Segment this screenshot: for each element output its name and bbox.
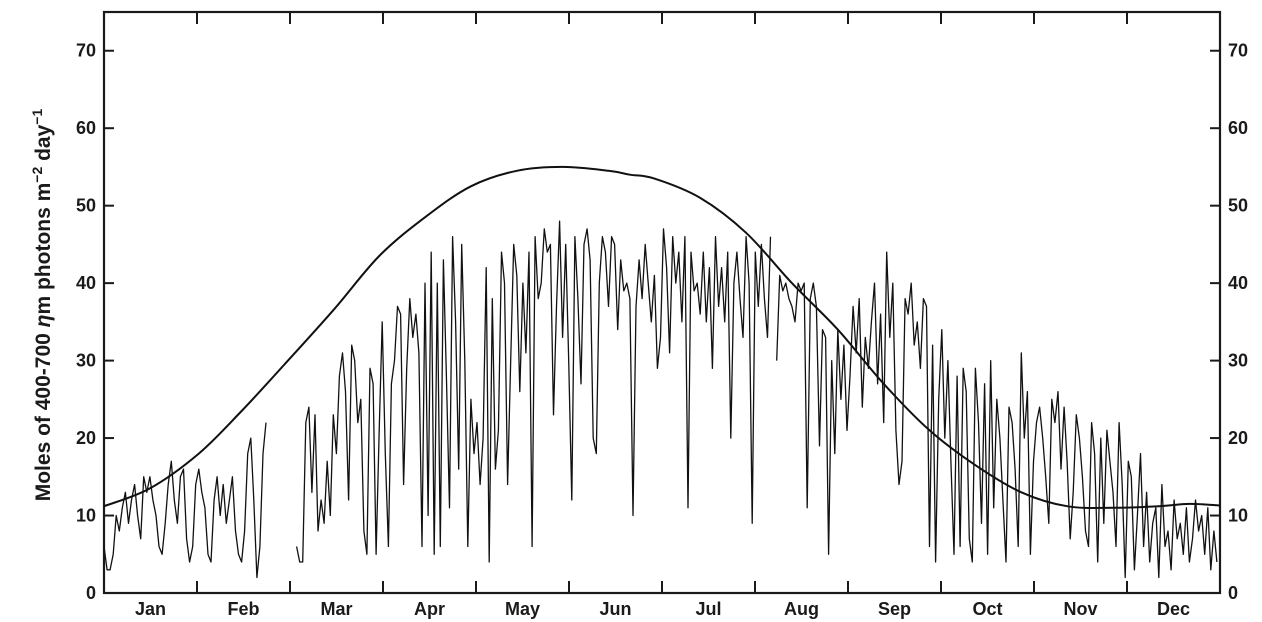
series-layer [103,165,1221,579]
daily-series-line-segment-2 [295,220,772,563]
y-axis-title-sup1: −2 [29,167,45,183]
x-tick-label-feb: Feb [227,599,259,619]
y-axis-title-prefix: Moles of 400-700 [32,327,55,501]
y-tick-label-right: 30 [1228,351,1248,371]
x-tick-label-mar: Mar [320,599,352,619]
x-tick-label-jul: Jul [695,599,721,619]
y-axis-title-sup2: −1 [29,109,45,125]
y-tick-label-left: 10 [76,506,96,526]
y-tick-label-right: 0 [1228,583,1238,603]
y-axis-title: Moles of 400-700 ηm photons m−2 day−1 [29,109,55,502]
x-tick-label-apr: Apr [414,599,445,619]
x-tick-label-jan: Jan [135,599,166,619]
x-tick-label-may: May [505,599,540,619]
y-tick-label-right: 60 [1228,118,1248,138]
x-tick-label-oct: Oct [972,599,1002,619]
y-tick-label-right: 70 [1228,41,1248,61]
x-tick-label-sep: Sep [878,599,911,619]
y-tick-label-right: 40 [1228,273,1248,293]
daily-series-line-segment-1 [103,422,267,579]
x-tick-label-dec: Dec [1157,599,1190,619]
y-tick-label-left: 30 [76,351,96,371]
x-tick-label-aug: Aug [784,599,819,619]
y-tick-label-left: 40 [76,273,96,293]
y-tick-label-left: 0 [86,583,96,603]
y-tick-label-left: 70 [76,41,96,61]
x-tick-label-jun: Jun [599,599,631,619]
y-tick-label-right: 10 [1228,506,1248,526]
ticks-layer: 0 0 10 10 20 20 30 30 40 40 50 50 60 60 70 70 Jan Feb Mar A… [76,12,1248,619]
y-axis-title-eta: η [32,315,55,328]
y-tick-label-right: 50 [1228,196,1248,216]
y-axis-title-middle2: day [32,124,55,166]
envelope-series-line [103,165,1221,509]
daily-series-line-segment-3 [776,251,1218,579]
y-tick-label-right: 20 [1228,428,1248,448]
y-tick-label-left: 20 [76,428,96,448]
x-tick-label-nov: Nov [1063,599,1097,619]
y-axis-title-middle: m photons m [32,183,55,315]
y-tick-label-left: 60 [76,118,96,138]
y-tick-label-left: 50 [76,196,96,216]
